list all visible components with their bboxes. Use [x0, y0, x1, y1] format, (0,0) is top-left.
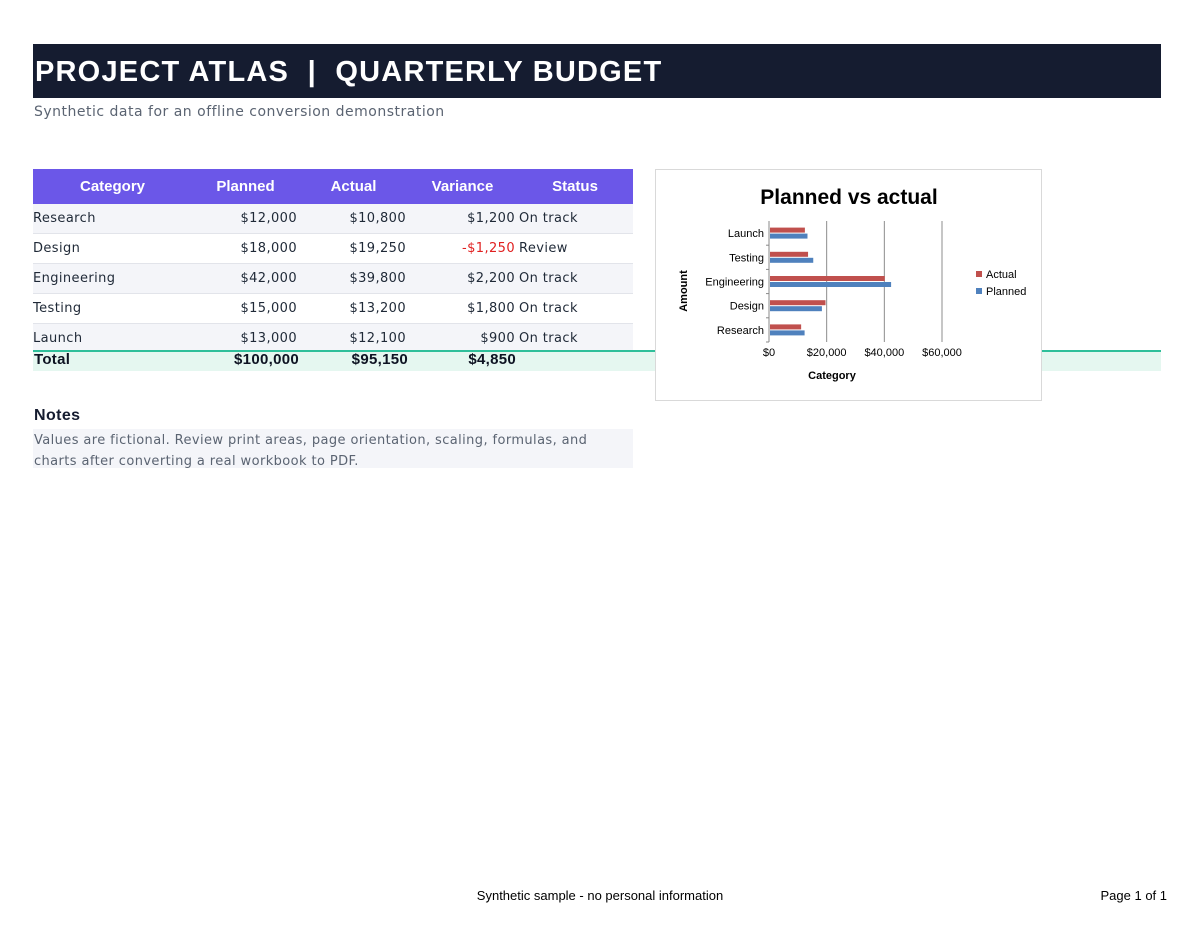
table-row: Design $18,000 $19,250 -$1,250 Review	[33, 233, 633, 264]
table-row: Engineering $42,000 $39,800 $2,200 On tr…	[33, 263, 633, 294]
chart-legend: Actual Planned	[976, 269, 1026, 298]
x-tick-label: $20,000	[807, 347, 847, 359]
table-row: Launch $13,000 $12,100 $900 On track	[33, 323, 633, 353]
x-tick-label: $60,000	[922, 347, 962, 359]
cell-actual: $39,800	[299, 263, 408, 294]
column-header-status: Status	[517, 169, 633, 204]
page-title: PROJECT ATLAS | QUARTERLY BUDGET	[33, 44, 1161, 98]
bar-planned-engineering	[770, 282, 892, 287]
cell-category: Engineering	[33, 263, 192, 294]
cell-status: On track	[517, 204, 633, 234]
budget-table: Category Planned Actual Variance Status …	[33, 169, 633, 353]
table-header-row: Category Planned Actual Variance Status	[33, 169, 633, 204]
column-header-planned: Planned	[192, 169, 299, 204]
footer-note: Synthetic sample - no personal informati…	[476, 888, 724, 903]
cell-planned: $13,000	[192, 323, 299, 353]
total-actual: $95,150	[351, 351, 408, 368]
cell-category: Design	[33, 233, 192, 264]
table-row: Testing $15,000 $13,200 $1,800 On track	[33, 293, 633, 324]
y-tick-label: Launch	[728, 228, 764, 240]
table-row: Research $12,000 $10,800 $1,200 On track	[33, 204, 633, 234]
cell-planned: $12,000	[192, 204, 299, 234]
column-header-category: Category	[33, 169, 192, 204]
column-header-variance: Variance	[408, 169, 517, 204]
x-tick-label: $0	[763, 347, 775, 359]
cell-planned: $18,000	[192, 233, 299, 264]
bar-actual-design	[770, 300, 826, 306]
chart-bars	[770, 227, 892, 336]
cell-variance-negative: -$1,250	[408, 233, 517, 264]
column-header-actual: Actual	[299, 169, 408, 204]
bar-planned-testing	[770, 257, 814, 263]
x-tick-label: $40,000	[864, 347, 904, 359]
y-tick-label: Design	[730, 301, 764, 313]
legend-label-actual: Actual	[986, 269, 1017, 281]
cell-category: Launch	[33, 323, 192, 353]
chart-labels: $0 $20,000 $40,000 $60,000 Launch Testing Engi…	[705, 228, 962, 359]
chart-title: Planned vs actual	[760, 186, 937, 209]
cell-variance: $2,200	[408, 263, 517, 294]
bar-planned-research	[770, 330, 805, 336]
y-tick-label: Engineering	[705, 277, 764, 289]
total-variance: $4,850	[468, 351, 516, 368]
cell-variance: $900	[408, 323, 517, 353]
x-axis-title: Category	[808, 370, 857, 382]
cell-actual: $10,800	[299, 204, 408, 234]
bar-actual-engineering	[770, 276, 885, 281]
y-axis-title: Amount	[678, 270, 690, 312]
cell-actual: $13,200	[299, 293, 408, 324]
cell-variance: $1,200	[408, 204, 517, 234]
cell-status: On track	[517, 323, 633, 353]
total-label: Total	[34, 351, 71, 368]
cell-status: On track	[517, 293, 633, 324]
notes-text: Values are fictional. Review print areas…	[33, 429, 633, 469]
cell-status: Review	[517, 233, 633, 264]
chart-gridlines	[766, 221, 943, 343]
page-subtitle: Synthetic data for an offline conversion…	[34, 104, 445, 120]
y-tick-label: Research	[717, 325, 764, 337]
cell-status: On track	[517, 263, 633, 294]
bar-actual-research	[770, 324, 802, 330]
cell-planned: $42,000	[192, 263, 299, 294]
bar-actual-testing	[770, 251, 809, 257]
page-number: Page 1 of 1	[1100, 888, 1168, 903]
cell-variance: $1,800	[408, 293, 517, 324]
chart-svg: Planned vs actual $0 $20,000 $40,000 $60,00…	[678, 186, 1026, 382]
cell-planned: $15,000	[192, 293, 299, 324]
cell-category: Research	[33, 204, 192, 234]
legend-swatch-planned	[976, 288, 982, 294]
cell-actual: $12,100	[299, 323, 408, 353]
cell-actual: $19,250	[299, 233, 408, 264]
total-planned: $100,000	[234, 351, 299, 368]
y-tick-label: Testing	[729, 252, 764, 264]
bar-planned-design	[770, 306, 822, 312]
notes-heading: Notes	[34, 407, 81, 424]
cell-category: Testing	[33, 293, 192, 324]
bar-planned-launch	[770, 233, 808, 239]
bar-actual-launch	[770, 227, 805, 233]
legend-swatch-actual	[976, 271, 982, 277]
planned-vs-actual-chart: Planned vs actual $0 $20,000 $40,000 $60,00…	[655, 169, 1042, 401]
legend-label-planned: Planned	[986, 286, 1026, 298]
